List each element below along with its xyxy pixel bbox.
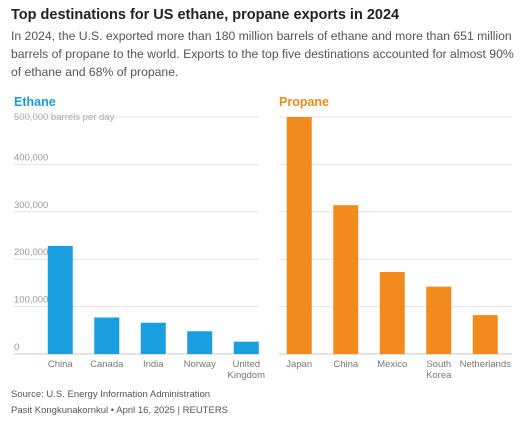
ethane-bar-india bbox=[140, 322, 166, 354]
ethane-category-label: United bbox=[233, 359, 260, 370]
propane-bar-china bbox=[333, 205, 359, 354]
ethane-ytick-label: 200,000 bbox=[14, 247, 48, 258]
propane-category-label: China bbox=[333, 359, 359, 370]
ethane-bar-china bbox=[47, 245, 73, 354]
ethane-category-label: China bbox=[48, 359, 74, 370]
ethane-panel-title: Ethane bbox=[14, 95, 56, 109]
propane-category-label: South bbox=[426, 359, 451, 370]
ethane-unit-label: 500,000 barrels per day bbox=[14, 112, 115, 123]
propane-panel-title: Propane bbox=[279, 95, 329, 109]
propane-bar-south-korea bbox=[426, 286, 452, 354]
ethane-bar-norway bbox=[187, 331, 213, 354]
ethane-ytick-label: 100,000 bbox=[14, 295, 48, 306]
ethane-category-label: Norway bbox=[184, 359, 216, 370]
ethane-ytick-label: 300,000 bbox=[14, 200, 48, 211]
propane-category-label: Japan bbox=[286, 359, 312, 370]
chart-subtitle: In 2024, the U.S. exported more than 180… bbox=[11, 29, 514, 79]
propane-bar-japan bbox=[286, 117, 312, 354]
source-note: Source: U.S. Energy Information Administ… bbox=[11, 389, 211, 400]
propane-category-label: Mexico bbox=[377, 359, 407, 370]
ethane-category-label: India bbox=[143, 359, 164, 370]
propane-category-label: Korea bbox=[426, 370, 452, 381]
ethane-category-label: Canada bbox=[90, 359, 124, 370]
ethane-bar-canada bbox=[94, 317, 120, 354]
propane-bar-mexico bbox=[379, 271, 405, 354]
ethane-bar-united-kingdom bbox=[233, 341, 259, 354]
ethane-ytick-label: 400,000 bbox=[14, 152, 48, 163]
chart-title: Top destinations for US ethane, propane … bbox=[11, 7, 400, 23]
propane-category-label: Netherlands bbox=[460, 359, 511, 370]
ethane-ytick-label: 0 bbox=[14, 342, 19, 353]
byline-credit: Pasit Kongkunakornkul • April 16, 2025 |… bbox=[11, 405, 229, 416]
ethane-category-label: Kingdom bbox=[228, 370, 266, 381]
propane-bar-netherlands bbox=[472, 315, 498, 354]
